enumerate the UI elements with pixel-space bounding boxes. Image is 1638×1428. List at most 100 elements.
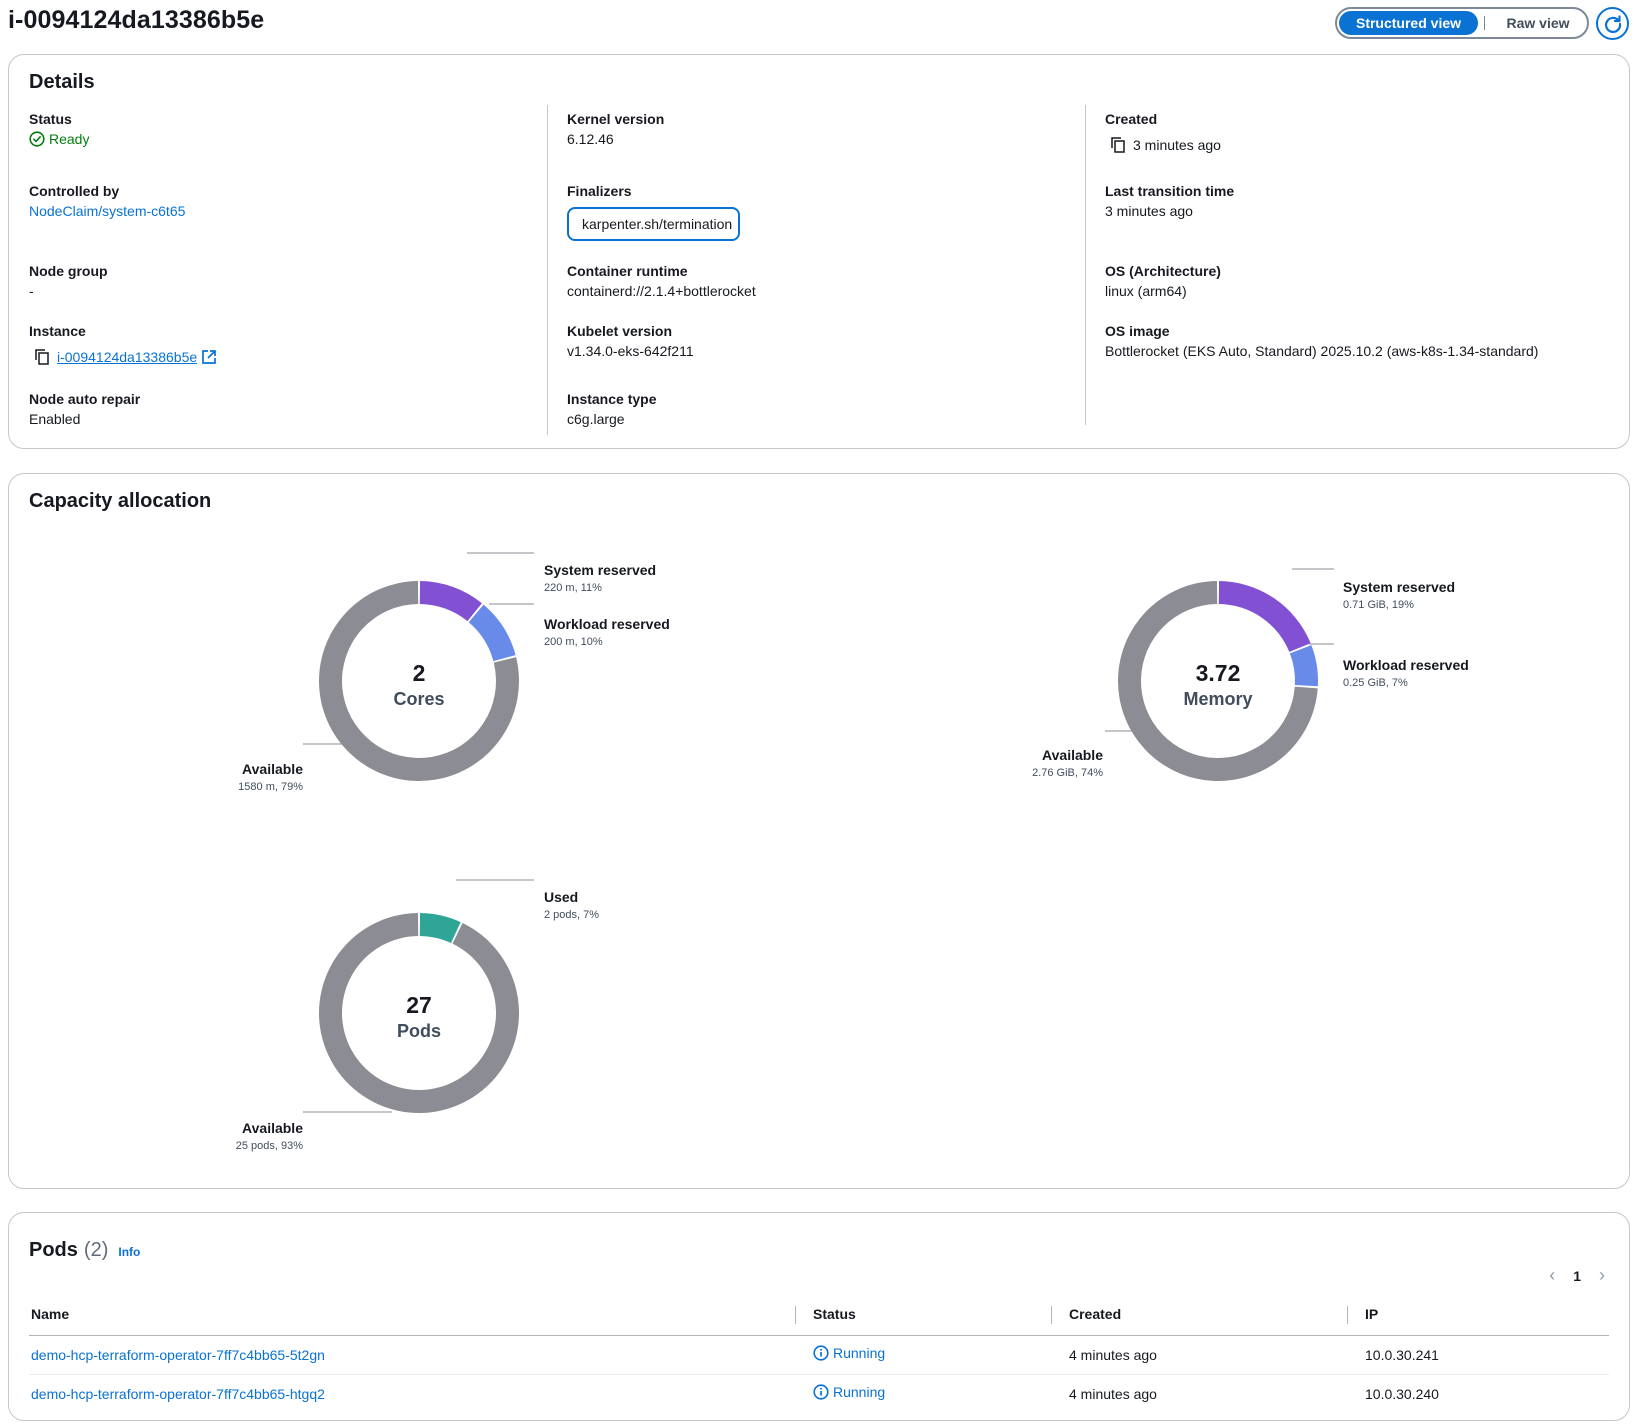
- controlled-by-link[interactable]: NodeClaim/system-c6t65: [29, 203, 186, 219]
- last-transition-label: Last transition time: [1105, 183, 1235, 199]
- pod-status: Running: [813, 1345, 885, 1361]
- column-header-created[interactable]: Created: [1051, 1293, 1363, 1336]
- legend-detail: 220 m, 11%: [544, 582, 602, 594]
- chevron-left-icon[interactable]: ‹: [1549, 1265, 1556, 1285]
- pod-created: 4 minutes ago: [1067, 1335, 1363, 1375]
- memory-legend-workload: Workload reserved 0.25 GiB, 7%: [1343, 656, 1469, 692]
- legend-detail: 1580 m, 79%: [238, 781, 303, 793]
- kubelet-version-label: Kubelet version: [567, 323, 673, 339]
- legend-detail: 25 pods, 93%: [235, 1140, 303, 1152]
- pods-total: 27: [406, 992, 432, 1018]
- container-runtime-field: Container runtime containerd://2.1.4+bot…: [567, 261, 756, 301]
- column-divider: [1347, 1306, 1348, 1324]
- pods-legend-used: Used 2 pods, 7%: [544, 888, 599, 924]
- kubelet-version-field: Kubelet version v1.34.0-eks-642f211: [567, 321, 694, 361]
- instance-type-value: c6g.large: [567, 411, 625, 427]
- raw-view-button[interactable]: Raw view: [1506, 15, 1570, 31]
- os-arch-field: OS (Architecture) linux (arm64): [1105, 261, 1221, 301]
- cores-legend-available: Available 1580 m, 79%: [189, 760, 303, 796]
- donut-slice-workload-reserved[interactable]: [1289, 645, 1318, 687]
- created-label: Created: [1105, 111, 1158, 127]
- legend-title: Available: [1042, 747, 1103, 763]
- pods-center: 27 Pods: [349, 991, 489, 1043]
- last-transition-value: 3 minutes ago: [1105, 203, 1193, 219]
- copy-icon[interactable]: [1109, 136, 1129, 154]
- column-header-status[interactable]: Status: [795, 1293, 1067, 1336]
- pod-ip: 10.0.30.241: [1363, 1335, 1609, 1375]
- refresh-icon: [1604, 14, 1621, 33]
- finalizers-label: Finalizers: [567, 183, 632, 199]
- created-field: Created 3 minutes ago: [1105, 109, 1221, 155]
- pods-table: Name Status Created IP demo-hcp-terrafor…: [29, 1293, 1609, 1413]
- details-title: Details: [29, 71, 95, 93]
- table-row: demo-hcp-terraform-operator-7ff7c4bb65-5…: [29, 1335, 1609, 1375]
- pods-card: Pods (2) Info ‹ 1 › Name Status Created …: [8, 1212, 1630, 1421]
- chevron-right-icon[interactable]: ›: [1599, 1265, 1605, 1285]
- leader-line: [303, 731, 355, 745]
- node-auto-repair-field: Node auto repair Enabled: [29, 389, 140, 429]
- cores-legend-system: System reserved 220 m, 11%: [544, 561, 656, 597]
- refresh-button[interactable]: [1596, 7, 1629, 40]
- column-header-created-label: Created: [1069, 1305, 1122, 1322]
- memory-total: 3.72: [1195, 660, 1241, 686]
- node-group-field: Node group -: [29, 261, 108, 301]
- os-arch-label: OS (Architecture): [1105, 263, 1221, 279]
- status-text: Ready: [49, 131, 90, 147]
- status-label: Status: [29, 111, 72, 127]
- pagination: ‹ 1 ›: [1549, 1265, 1605, 1286]
- donut-slice-system-reserved[interactable]: [419, 581, 482, 622]
- pods-legend-available: Available 25 pods, 93%: [189, 1119, 303, 1155]
- memory-legend-system: System reserved 0.71 GiB, 19%: [1343, 578, 1455, 614]
- page-number[interactable]: 1: [1573, 1267, 1581, 1284]
- view-toggle: Structured view Raw view: [1335, 7, 1589, 39]
- instance-link[interactable]: i-0094124da13386b5e: [57, 349, 198, 365]
- kubelet-version-value: v1.34.0-eks-642f211: [567, 343, 694, 359]
- donut-slice-system-reserved[interactable]: [1218, 581, 1311, 652]
- copy-icon[interactable]: [33, 348, 53, 366]
- donut-slice-used[interactable]: [419, 913, 461, 943]
- column-header-name[interactable]: Name: [29, 1293, 811, 1336]
- os-image-value: Bottlerocket (EKS Auto, Standard) 2025.1…: [1105, 343, 1539, 359]
- column-divider: [1085, 105, 1086, 425]
- structured-view-button[interactable]: Structured view: [1339, 11, 1478, 35]
- pod-status: Running: [813, 1384, 885, 1400]
- legend-detail: 0.71 GiB, 19%: [1343, 599, 1414, 611]
- leader-line: [1105, 730, 1150, 737]
- kernel-version-value: 6.12.46: [567, 131, 614, 147]
- pod-name-link[interactable]: demo-hcp-terraform-operator-7ff7c4bb65-5…: [31, 1346, 325, 1363]
- node-auto-repair-value: Enabled: [29, 411, 81, 427]
- instance-type-label: Instance type: [567, 391, 657, 407]
- external-link-icon[interactable]: [201, 349, 217, 365]
- table-row: demo-hcp-terraform-operator-7ff7c4bb65-h…: [29, 1374, 1609, 1413]
- pods-header: Pods (2) Info: [29, 1239, 140, 1262]
- column-divider: [795, 1306, 796, 1324]
- status-info-icon: [813, 1384, 829, 1400]
- table-header-row: Name Status Created IP: [29, 1293, 1609, 1336]
- memory-center: 3.72 Memory: [1148, 659, 1288, 711]
- legend-title: Available: [242, 761, 303, 777]
- os-image-label: OS image: [1105, 323, 1170, 339]
- memory-legend-available: Available 2.76 GiB, 74%: [969, 746, 1103, 782]
- container-runtime-value: containerd://2.1.4+bottlerocket: [567, 283, 756, 299]
- instance-value-row: i-0094124da13386b5e: [29, 347, 217, 367]
- legend-title: Workload reserved: [1343, 657, 1469, 673]
- column-header-ip[interactable]: IP: [1347, 1293, 1609, 1336]
- created-value-row: 3 minutes ago: [1105, 135, 1221, 155]
- memory-label: Memory: [1183, 689, 1253, 709]
- legend-title: Workload reserved: [544, 616, 670, 632]
- column-header-status-label: Status: [813, 1305, 856, 1322]
- os-image-field: OS image Bottlerocket (EKS Auto, Standar…: [1105, 321, 1538, 361]
- page-title: i-0094124da13386b5e: [8, 6, 265, 34]
- info-link[interactable]: Info: [118, 1245, 141, 1259]
- status-value: Ready: [29, 129, 89, 149]
- kernel-version-label: Kernel version: [567, 111, 665, 127]
- capacity-card: Capacity allocation 2 Cores System reser…: [8, 473, 1630, 1189]
- container-runtime-label: Container runtime: [567, 263, 688, 279]
- donut-slice-workload-reserved[interactable]: [468, 604, 516, 662]
- details-card: Details Status Ready Controlled by NodeC…: [8, 54, 1630, 449]
- pod-name-link[interactable]: demo-hcp-terraform-operator-7ff7c4bb65-h…: [31, 1385, 325, 1402]
- legend-title: Available: [242, 1120, 303, 1136]
- controlled-by-field: Controlled by NodeClaim/system-c6t65: [29, 181, 185, 221]
- pods-label: Pods: [396, 1021, 441, 1041]
- node-auto-repair-label: Node auto repair: [29, 391, 141, 407]
